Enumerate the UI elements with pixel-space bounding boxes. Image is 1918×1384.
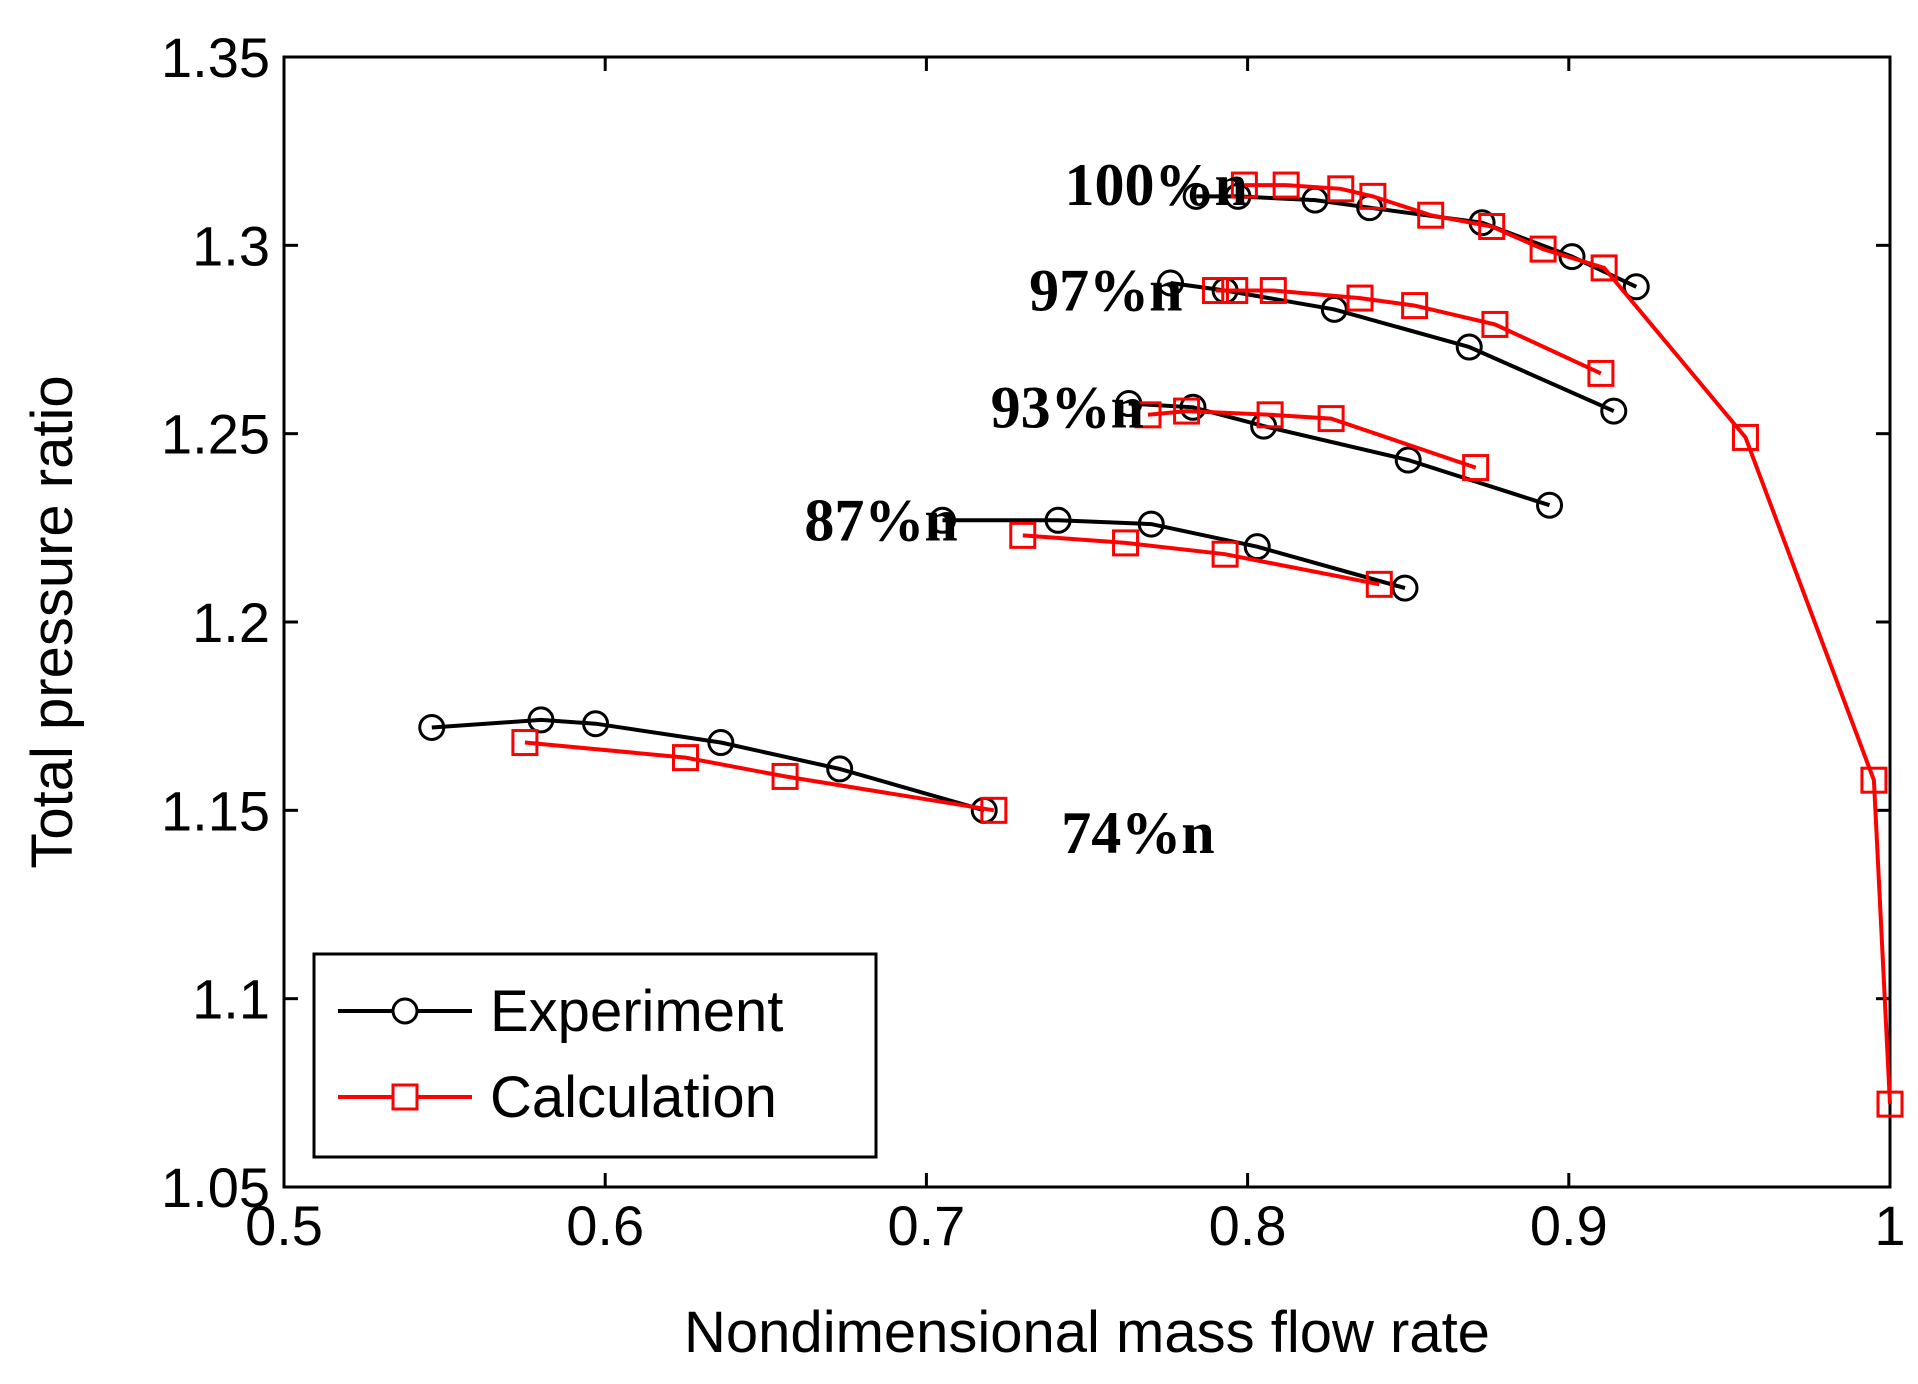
speed-line-label: 97%n <box>1029 258 1182 324</box>
y-axis-label: Total pressure ratio <box>20 375 85 868</box>
data-point-experiment-74pctn <box>582 710 610 738</box>
data-point-calculation-100pctn <box>1230 171 1258 199</box>
data-point-calculation-93pctn <box>1462 454 1490 482</box>
x-tick-label: 1 <box>1874 1194 1905 1257</box>
legend: Experiment Calculation <box>312 952 878 1159</box>
data-point-experiment-97pctn <box>1600 397 1628 425</box>
speed-labels: 100%n 97%n 93%n 87%n 74%n <box>804 152 1248 866</box>
data-point-experiment-87pctn <box>1044 506 1072 534</box>
legend-marker-experiment <box>391 997 419 1025</box>
data-point-calculation-100pctn <box>1860 766 1888 794</box>
data-point-calculation-100pctn <box>1590 254 1618 282</box>
data-point-calculation-74pctn <box>771 762 799 790</box>
data-point-calculation-100pctn <box>1272 171 1300 199</box>
data-point-calculation-87pctn <box>1365 570 1393 598</box>
series-calculation-74pctn <box>511 729 1008 824</box>
data-point-calculation-100pctn <box>1478 213 1506 240</box>
data-point-calculation-97pctn <box>1587 359 1615 387</box>
y-tick-label: 1.25 <box>161 403 270 466</box>
y-tick-label: 1.3 <box>192 214 270 277</box>
data-point-calculation-97pctn <box>1401 292 1429 320</box>
data-point-experiment-100pctn <box>1558 243 1586 271</box>
data-point-experiment-100pctn <box>1622 273 1650 301</box>
data-point-experiment-97pctn <box>1157 269 1185 297</box>
speed-line-label: 87%n <box>804 487 957 553</box>
data-point-experiment-87pctn <box>1391 574 1419 602</box>
data-point-calculation-87pctn <box>1112 529 1140 557</box>
x-tick-label: 0.7 <box>887 1194 965 1257</box>
data-point-calculation-100pctn <box>1731 423 1759 451</box>
legend-marker-calculation <box>391 1083 419 1111</box>
data-point-experiment-93pctn <box>1179 393 1207 421</box>
data-point-calculation-87pctn <box>1211 540 1239 568</box>
data-point-calculation-74pctn <box>672 744 699 772</box>
data-point-calculation-97pctn <box>1346 284 1374 312</box>
data-point-experiment-93pctn <box>1394 446 1422 474</box>
data-point-calculation-97pctn <box>1221 277 1249 305</box>
data-point-calculation-93pctn <box>1256 401 1284 429</box>
series-calculation-97pctn <box>1201 277 1615 387</box>
data-point-experiment-87pctn <box>928 506 956 534</box>
series-calculation-87pctn <box>1009 521 1393 598</box>
data-point-experiment-100pctn <box>1182 182 1210 210</box>
series-line-calculation-74pctn <box>524 740 995 813</box>
speed-line-label: 74%n <box>1061 800 1214 866</box>
data-point-experiment-74pctn <box>707 729 735 757</box>
data-point-calculation-100pctn <box>1529 235 1557 263</box>
legend-label-calculation: Calculation <box>490 1065 777 1130</box>
data-point-calculation-100pctn <box>1327 175 1355 203</box>
data-point-experiment-97pctn <box>1455 333 1483 361</box>
x-tick-label: 0.9 <box>1530 1194 1608 1257</box>
legend-box <box>312 952 878 1159</box>
series-line-experiment-74pctn <box>431 717 985 813</box>
data-point-calculation-97pctn <box>1481 310 1509 338</box>
series-layer <box>418 171 1904 1118</box>
y-tick-label: 1.15 <box>161 779 270 842</box>
data-point-calculation-100pctn <box>1359 182 1387 210</box>
series-calculation-100pctn <box>1230 171 1904 1118</box>
data-point-experiment-74pctn <box>418 713 446 741</box>
data-point-calculation-100pctn <box>1876 1090 1904 1118</box>
data-point-calculation-100pctn <box>1417 201 1445 229</box>
y-tick-label: 1.35 <box>161 26 270 89</box>
data-point-calculation-87pctn <box>1009 521 1037 549</box>
series-line-calculation-97pctn <box>1215 288 1602 376</box>
data-point-experiment-74pctn <box>527 706 555 734</box>
data-point-calculation-93pctn <box>1134 401 1162 429</box>
series-line-calculation-87pctn <box>1022 533 1380 587</box>
y-tick-label: 1.05 <box>161 1156 270 1219</box>
speed-line-label: 93%n <box>991 374 1144 440</box>
data-point-calculation-74pctn <box>511 729 539 757</box>
y-tick-label: 1.2 <box>192 591 270 654</box>
series-calculation-93pctn <box>1134 397 1490 482</box>
data-point-experiment-74pctn <box>826 755 854 783</box>
data-point-experiment-87pctn <box>1137 510 1165 538</box>
series-line-experiment-97pctn <box>1170 281 1615 413</box>
data-point-calculation-97pctn <box>1201 277 1229 305</box>
data-point-calculation-93pctn <box>1317 405 1345 433</box>
series-line-experiment-87pctn <box>942 518 1406 591</box>
data-point-calculation-93pctn <box>1173 397 1201 425</box>
axis-ticks: 0.5 0.6 0.7 0.8 0.9 1 1.05 1.1 1.15 1.2 1.25 1.3 1.3… <box>161 26 1906 1257</box>
legend-label-experiment: Experiment <box>490 979 783 1044</box>
data-point-calculation-97pctn <box>1259 277 1287 305</box>
data-point-calculation-74pctn <box>980 796 1008 824</box>
x-tick-label: 0.6 <box>566 1194 644 1257</box>
x-tick-label: 0.8 <box>1209 1194 1287 1257</box>
x-tick-label: 0.5 <box>245 1194 323 1257</box>
series-line-calculation-100pctn <box>1244 183 1892 1105</box>
data-point-experiment-93pctn <box>1536 491 1564 519</box>
y-tick-label: 1.1 <box>192 968 270 1031</box>
x-axis-label: Nondimensional mass flow rate <box>684 1300 1490 1365</box>
speed-line-label: 100%n <box>1065 152 1248 218</box>
